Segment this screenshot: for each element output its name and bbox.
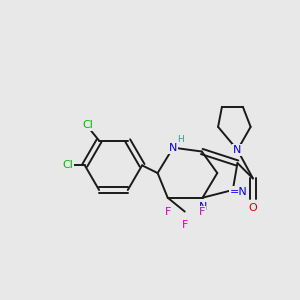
Text: N: N — [233, 145, 242, 155]
Text: F: F — [164, 207, 171, 217]
Text: F: F — [199, 207, 205, 217]
Text: O: O — [249, 203, 257, 214]
Text: H: H — [178, 135, 184, 144]
Text: Cl: Cl — [62, 160, 73, 170]
Text: N: N — [169, 143, 177, 153]
Text: =N: =N — [230, 187, 248, 196]
Text: F: F — [182, 220, 188, 230]
Text: Cl: Cl — [83, 120, 94, 130]
Text: N: N — [198, 202, 207, 212]
